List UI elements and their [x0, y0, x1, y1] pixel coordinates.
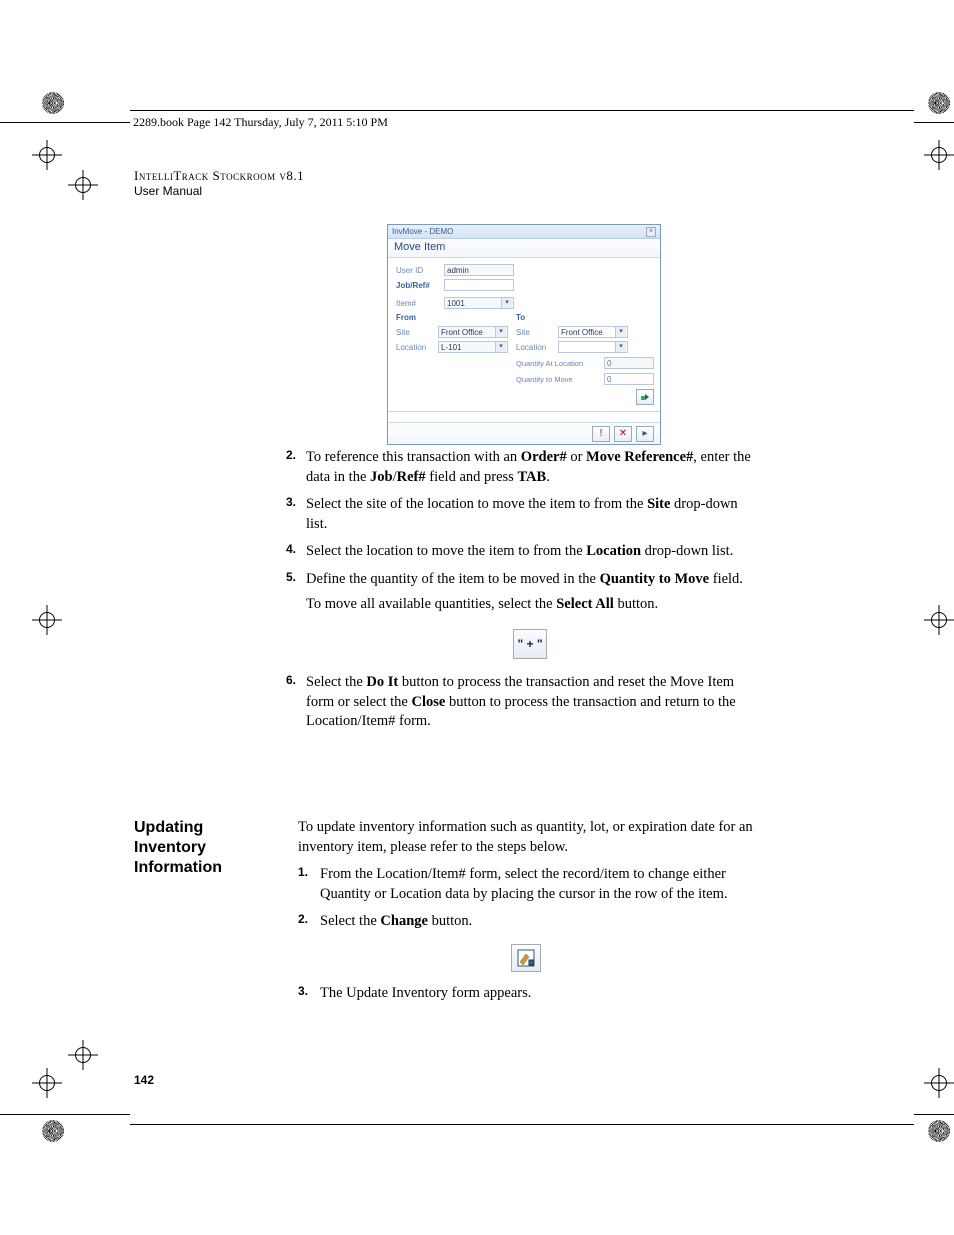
window-footer: ! ✕ ▸: [388, 422, 660, 444]
step-6: 6. Select the Do It button to process th…: [134, 673, 754, 732]
step-text: Select the Change button.: [320, 912, 754, 932]
step-2b: 2. Select the Change button.: [298, 912, 754, 932]
product-name: IntelliTrack Stockroom v8.1: [134, 168, 304, 184]
step-text: From the Location/Item# form, select the…: [320, 865, 754, 904]
qty-to-move-field[interactable]: 0: [604, 373, 654, 385]
doc-subtitle: User Manual: [134, 184, 304, 198]
reg-circle: [75, 1047, 91, 1063]
step-number: 3.: [298, 984, 320, 1004]
section-intro: To update inventory information such as …: [298, 818, 754, 857]
step-text: Select the Do It button to process the t…: [306, 673, 754, 732]
job-ref-field[interactable]: [444, 279, 514, 291]
warning-button[interactable]: !: [592, 426, 610, 442]
section-heading: Updating Inventory Information: [134, 818, 279, 878]
reg-circle: [39, 1075, 55, 1091]
next-button[interactable]: ▸: [636, 426, 654, 442]
to-location-label: Location: [516, 343, 558, 352]
step-number: 1.: [298, 865, 320, 904]
qty-to-move-label: Quantity to Move: [516, 375, 604, 384]
step-2: 2. To reference this transaction with an…: [134, 448, 754, 487]
user-id-field[interactable]: admin: [444, 264, 514, 276]
close-button[interactable]: ✕: [614, 426, 632, 442]
reg-circle: [39, 612, 55, 628]
step-text: Select the location to move the item to …: [306, 542, 754, 562]
from-location-label: Location: [396, 343, 438, 352]
from-location-combo[interactable]: L-101: [438, 341, 508, 353]
step-text: Define the quantity of the item to be mo…: [306, 570, 754, 615]
to-site-label: Site: [516, 328, 558, 337]
page-number: 142: [134, 1073, 154, 1087]
from-heading: From: [396, 313, 508, 322]
reg-circle: [931, 1075, 947, 1091]
move-item-window: InvMove - DEMO × Move Item User ID admin…: [387, 224, 661, 445]
page-header-meta: 2289.book Page 142 Thursday, July 7, 201…: [133, 115, 388, 130]
job-ref-label: Job/Ref#: [396, 281, 444, 290]
item-combo[interactable]: 1001: [444, 297, 514, 309]
window-title: InvMove - DEMO: [392, 227, 453, 236]
reg-starburst: [928, 92, 950, 114]
change-button-icon: [511, 944, 541, 972]
step-text: Select the site of the location to move …: [306, 495, 754, 534]
to-location-combo[interactable]: [558, 341, 628, 353]
qty-at-location-field: 0: [604, 357, 654, 369]
reg-circle: [39, 147, 55, 163]
step-number: 2.: [134, 448, 306, 487]
form-title: Move Item: [388, 239, 660, 258]
step-number: 6.: [134, 673, 306, 732]
select-all-icon: " + ": [513, 629, 547, 659]
reg-circle: [75, 177, 91, 193]
reg-circle: [931, 612, 947, 628]
window-titlebar: InvMove - DEMO ×: [388, 225, 660, 239]
close-icon[interactable]: ×: [646, 227, 656, 237]
step-number: 2.: [298, 912, 320, 932]
step-3: 3. Select the site of the location to mo…: [134, 495, 754, 534]
do-it-button[interactable]: [636, 389, 654, 405]
step-number: 5.: [134, 570, 306, 615]
doc-title: IntelliTrack Stockroom v8.1 User Manual: [134, 168, 304, 198]
qty-at-location-label: Quantity At Location: [516, 359, 604, 368]
item-label: Item#: [396, 299, 444, 308]
step-text: To reference this transaction with an Or…: [306, 448, 754, 487]
step-5: 5. Define the quantity of the item to be…: [134, 570, 754, 615]
reg-starburst: [42, 92, 64, 114]
reg-starburst: [42, 1120, 64, 1142]
reg-starburst: [928, 1120, 950, 1142]
step-4: 4. Select the location to move the item …: [134, 542, 754, 562]
to-site-combo[interactable]: Front Office: [558, 326, 628, 338]
step-number: 3.: [134, 495, 306, 534]
step-number: 4.: [134, 542, 306, 562]
step-3b: 3. The Update Inventory form appears.: [298, 984, 754, 1004]
to-heading: To: [516, 313, 654, 322]
step-1b: 1. From the Location/Item# form, select …: [298, 865, 754, 904]
user-id-label: User ID: [396, 266, 444, 275]
from-site-label: Site: [396, 328, 438, 337]
reg-circle: [931, 147, 947, 163]
step-text: The Update Inventory form appears.: [320, 984, 754, 1004]
from-site-combo[interactable]: Front Office: [438, 326, 508, 338]
